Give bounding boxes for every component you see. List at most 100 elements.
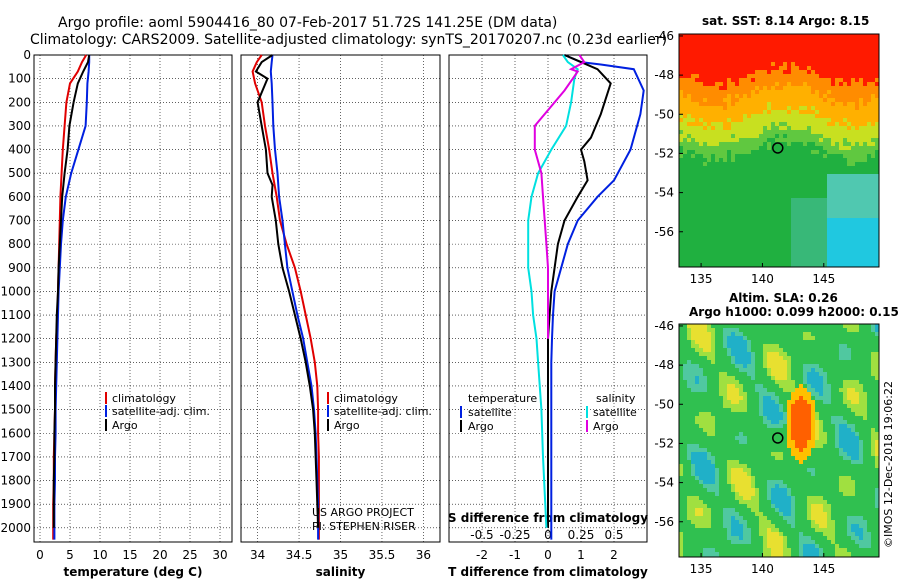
heatmap-cell — [683, 396, 688, 401]
heatmap-cell — [779, 348, 784, 353]
heatmap-cell — [835, 214, 840, 219]
heatmap-cell — [747, 468, 752, 473]
heatmap-cell — [751, 70, 756, 75]
heatmap-cell — [843, 324, 848, 329]
heatmap-cell — [791, 408, 796, 413]
heatmap-cell — [739, 348, 744, 353]
heatmap-cell — [755, 348, 760, 353]
heatmap-cell — [811, 444, 816, 449]
heatmap-cell — [859, 472, 864, 477]
heatmap-cell — [723, 356, 728, 361]
heatmap-cell — [743, 226, 748, 231]
heatmap-cell — [711, 174, 716, 179]
heatmap-cell — [831, 412, 836, 417]
heatmap-cell — [711, 238, 716, 243]
heatmap-cell — [815, 50, 820, 55]
heatmap-cell — [823, 186, 828, 191]
heatmap-cell — [691, 246, 696, 251]
heatmap-cell — [855, 202, 860, 207]
heatmap-cell — [747, 86, 752, 91]
heatmap-cell — [699, 246, 704, 251]
heatmap-cell — [847, 178, 852, 183]
heatmap-cell — [719, 360, 724, 365]
heatmap-cells — [679, 324, 880, 557]
heatmap-cell — [739, 238, 744, 243]
heatmap-cell — [727, 210, 732, 215]
heatmap-cell — [751, 254, 756, 259]
heatmap-cell — [779, 324, 784, 329]
heatmap-cell — [843, 62, 848, 67]
heatmap-cell — [843, 138, 848, 143]
heatmap-cell — [691, 102, 696, 107]
heatmap-cell — [831, 194, 836, 199]
heatmap-cell — [787, 324, 792, 329]
heatmap-cell — [791, 190, 796, 195]
heatmap-cell — [711, 166, 716, 171]
heatmap-cell — [863, 436, 868, 441]
heatmap-cell — [863, 130, 868, 135]
heatmap-cell — [795, 58, 800, 63]
heatmap-cell — [795, 432, 800, 437]
heatmap-cell — [819, 384, 824, 389]
heatmap-cell — [851, 146, 856, 151]
heatmap-cell — [771, 464, 776, 469]
heatmap-cell — [739, 74, 744, 79]
heatmap-cell — [783, 150, 788, 155]
heatmap-cell — [815, 102, 820, 107]
heatmap-cell — [731, 432, 736, 437]
heatmap-cell — [871, 90, 876, 95]
heatmap-cell — [855, 186, 860, 191]
heatmap-cell — [775, 34, 780, 39]
heatmap-cell — [767, 94, 772, 99]
heatmap-cell — [747, 424, 752, 429]
heatmap-cell — [823, 146, 828, 151]
heatmap-cell — [759, 126, 764, 131]
heatmap-cell — [751, 42, 756, 47]
heatmap-cell — [851, 344, 856, 349]
heatmap-cell — [755, 444, 760, 449]
heatmap-cell — [699, 452, 704, 457]
heatmap-cell — [751, 328, 756, 333]
heatmap-cell — [723, 340, 728, 345]
heatmap-cell — [707, 122, 712, 127]
heatmap-cell — [723, 242, 728, 247]
heatmap-cell — [731, 46, 736, 51]
heatmap-cell — [711, 448, 716, 453]
heatmap-cell — [723, 230, 728, 235]
heatmap-cell — [767, 396, 772, 401]
heatmap-cell — [859, 202, 864, 207]
heatmap-cell — [731, 428, 736, 433]
map-frame — [678, 33, 880, 268]
heatmap-cell — [807, 464, 812, 469]
heatmap-cell — [691, 356, 696, 361]
heatmap-cell — [843, 262, 848, 267]
heatmap-cell — [743, 404, 748, 409]
heatmap-cell — [799, 138, 804, 143]
heatmap-cell — [799, 198, 804, 203]
heatmap-cell — [791, 54, 796, 59]
heatmap-cell — [823, 222, 828, 227]
heatmap-cell — [751, 332, 756, 337]
heatmap-cell — [731, 38, 736, 43]
heatmap-cell — [755, 420, 760, 425]
heatmap-cell — [715, 38, 720, 43]
heatmap-cell — [743, 170, 748, 175]
heatmap-cell — [755, 372, 760, 377]
heatmap-cell — [747, 246, 752, 251]
heatmap-cell — [699, 364, 704, 369]
heatmap-cell — [839, 90, 844, 95]
heatmap-cell — [871, 468, 876, 473]
heatmap-cell — [747, 82, 752, 87]
heatmap-cell — [735, 242, 740, 247]
heatmap-cell — [691, 110, 696, 115]
heatmap-cell — [743, 94, 748, 99]
heatmap-cell — [711, 206, 716, 211]
heatmap-cell — [719, 202, 724, 207]
heatmap-cell — [687, 444, 692, 449]
heatmap-cell — [739, 86, 744, 91]
heatmap-cell — [775, 356, 780, 361]
heatmap-cell — [719, 332, 724, 337]
heatmap-cell — [855, 154, 860, 159]
y-tick-label: 700 — [8, 213, 31, 227]
heatmap-cell — [679, 142, 684, 147]
